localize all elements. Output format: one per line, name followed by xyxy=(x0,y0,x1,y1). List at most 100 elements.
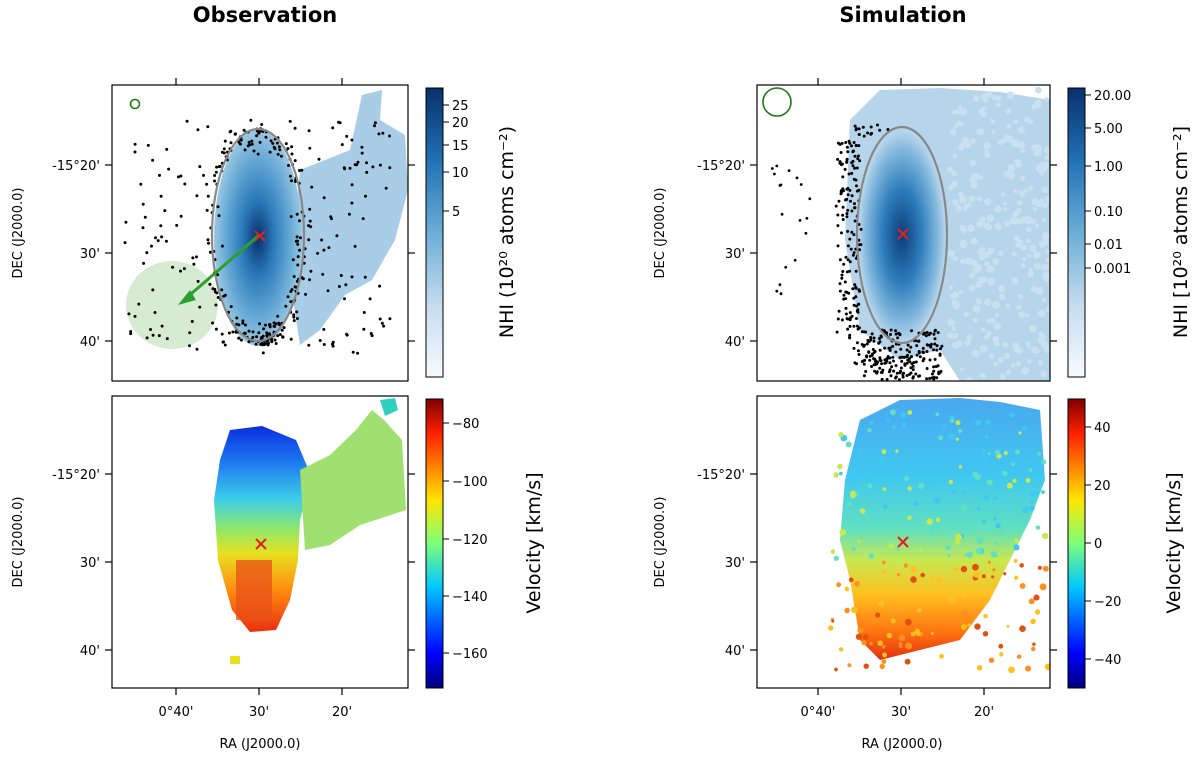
obs-data-point xyxy=(350,138,354,142)
obs-data-point xyxy=(137,302,141,306)
sim-velocity-speck xyxy=(999,652,1004,657)
obs-data-point xyxy=(382,324,386,328)
sim-ellipse xyxy=(855,125,949,345)
sim-data-point xyxy=(878,356,882,360)
obs-data-point xyxy=(198,165,202,169)
obs-data-point xyxy=(308,219,312,223)
obs-data-point xyxy=(188,344,191,348)
sim-velocity-speck xyxy=(1015,449,1021,455)
sim-data-point xyxy=(847,291,851,295)
sim-velocity-speck xyxy=(961,609,969,617)
obs-data-point xyxy=(362,311,366,314)
obs-data-point xyxy=(139,182,143,186)
br-xtick-0: 0°40' xyxy=(801,705,836,720)
obs-data-point xyxy=(264,135,268,139)
sim-velocity-speck xyxy=(930,531,935,536)
sim-speck xyxy=(1044,195,1050,202)
obs-data-point xyxy=(278,333,282,336)
sim-speck xyxy=(966,334,973,341)
obs-data-point xyxy=(206,194,210,198)
sim-velocity-speck xyxy=(838,471,843,476)
sim-velocity-speck xyxy=(974,623,981,630)
obs-data-point xyxy=(262,343,266,347)
sim-speck xyxy=(1020,175,1026,182)
sim-speck xyxy=(1042,217,1047,223)
obs-data-point xyxy=(153,311,157,314)
cb-obs-vel-tick-1: −100 xyxy=(452,475,488,490)
sim-velocity-speck xyxy=(890,618,896,624)
sim-speck xyxy=(1006,91,1015,99)
panel-simulation-nhi xyxy=(756,84,1051,382)
sim-data-point xyxy=(855,166,859,170)
sim-speck xyxy=(1043,239,1050,246)
sim-data-point xyxy=(842,262,846,266)
sim-velocity-speck xyxy=(955,420,961,426)
sim-velocity-speck xyxy=(981,574,986,579)
sim-speck xyxy=(970,181,978,189)
sim-velocity-speck xyxy=(988,657,995,663)
sim-velocity-speck xyxy=(981,455,987,460)
sim-velocity-speck xyxy=(951,523,956,528)
obs-data-point xyxy=(213,174,217,177)
cb-obs-vel-tick-4: −160 xyxy=(452,647,488,662)
sim-speck xyxy=(980,111,987,118)
sim-speck xyxy=(1025,116,1030,121)
obs-data-point xyxy=(298,219,301,223)
sim-velocity-speck xyxy=(1039,583,1047,591)
obs-data-point xyxy=(327,246,331,250)
sim-data-point xyxy=(846,150,850,154)
sim-velocity-speck xyxy=(867,427,872,433)
obs-velocity-blob xyxy=(230,656,240,664)
br-ytick-1: 30' xyxy=(725,556,745,571)
obs-nhi-map xyxy=(123,90,408,355)
sim-data-point xyxy=(845,215,849,219)
sim-data-point xyxy=(937,372,941,376)
sim-data-point xyxy=(853,283,857,287)
sim-speck xyxy=(986,265,995,273)
sim-speck xyxy=(962,228,967,234)
obs-data-point xyxy=(288,119,292,123)
sim-velocity-speck xyxy=(926,518,933,525)
obs-data-point xyxy=(307,129,311,133)
sim-velocity-speck xyxy=(948,479,954,485)
sim-speck xyxy=(1017,244,1022,249)
sim-velocity-speck xyxy=(1021,425,1028,431)
sim-velocity-speck xyxy=(845,441,852,448)
sim-speck xyxy=(1035,349,1040,354)
obs-data-point xyxy=(157,334,161,338)
obs-data-point xyxy=(242,128,246,132)
sim-velocity-speck xyxy=(945,545,951,551)
sim-diffuse-specks xyxy=(947,86,1050,381)
sim-data-point xyxy=(935,376,939,380)
sim-data-point xyxy=(862,362,866,366)
sim-data-point xyxy=(910,362,914,366)
obs-data-point xyxy=(350,201,354,205)
obs-data-point xyxy=(156,239,160,243)
cb-sim-nhi-label: NHI [10²⁰ atoms cm⁻²] xyxy=(1170,126,1192,338)
obs-data-point xyxy=(145,336,149,340)
obs-data-point xyxy=(247,140,251,144)
sim-velocity-speck xyxy=(981,448,986,454)
obs-data-point xyxy=(255,129,259,133)
sim-speck xyxy=(955,205,963,212)
obs-data-point xyxy=(290,145,294,149)
sim-data-point xyxy=(869,338,873,342)
sim-velocity-speck xyxy=(994,449,1001,456)
sim-data-point xyxy=(848,336,852,340)
sim-velocity-speck xyxy=(901,422,907,427)
panel-observation-nhi xyxy=(111,84,409,382)
sim-velocity-speck xyxy=(976,537,984,544)
obs-data-point xyxy=(308,278,311,282)
sim-data-point xyxy=(857,353,861,356)
sim-data-point xyxy=(883,358,887,362)
sim-speck xyxy=(1016,200,1023,206)
sim-speck xyxy=(1020,263,1026,268)
sim-center-marker xyxy=(897,228,909,240)
sim-speck xyxy=(1006,135,1014,144)
sim-velocity-speck xyxy=(872,618,878,624)
sim-velocity-speck xyxy=(1003,572,1007,576)
sim-velocity-speck xyxy=(1019,563,1024,568)
sim-velocity-speck xyxy=(1014,575,1019,580)
sim-velocity-speck xyxy=(881,659,887,664)
cb-sim-vel-tick-2: 0 xyxy=(1094,537,1102,552)
